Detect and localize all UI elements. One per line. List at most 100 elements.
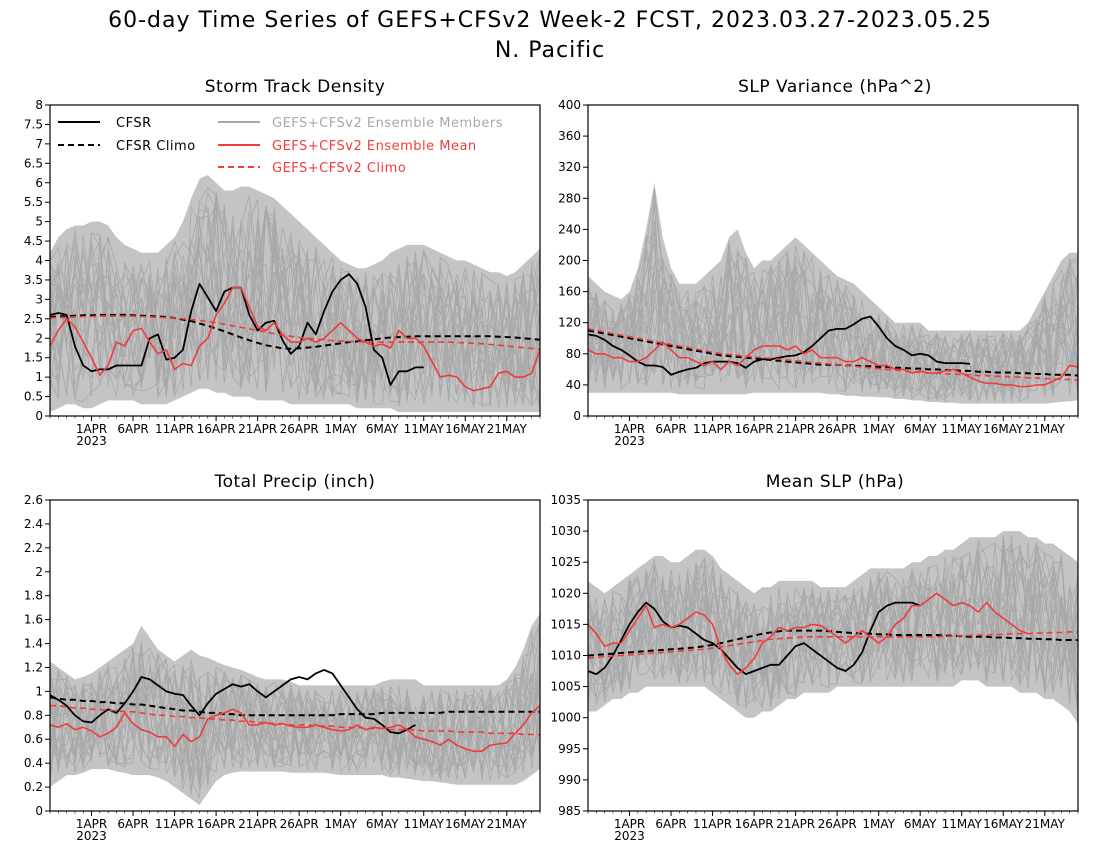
- x-tick-label: 6APR: [117, 422, 148, 436]
- y-tick-label: 1: [35, 684, 43, 698]
- ensemble-member-line: [588, 549, 1078, 694]
- x-tick-label: 16APR: [197, 817, 236, 831]
- series-cfsr-climo: [588, 629, 1078, 657]
- ensemble-member-line: [50, 200, 540, 408]
- x-tick-label: 6MAY: [366, 422, 399, 436]
- y-tick-label: 1.2: [24, 660, 43, 674]
- series-cfsr: [588, 601, 921, 676]
- x-tick-label: 1APR: [614, 422, 645, 436]
- x-tick-label: 11MAY: [404, 422, 445, 436]
- y-tick-label: 2: [35, 331, 43, 345]
- legend: CFSR CFSR Climo GEFS+CFSv2 Ensemble Memb…: [58, 116, 502, 176]
- ensemble-member-line: [588, 542, 1078, 690]
- ensemble-member-line: [50, 187, 540, 405]
- ensemble-member-line: [588, 241, 1078, 403]
- y-tick-label: 1035: [550, 493, 581, 507]
- ensemble-member-line: [50, 199, 540, 406]
- ensemble-member-line: [50, 654, 540, 774]
- y-tick-label: 995: [558, 742, 581, 756]
- x-tick-label: 11APR: [155, 817, 194, 831]
- y-tick-label: 2.5: [24, 312, 43, 326]
- y-tick-label: 7: [35, 137, 43, 151]
- series-gefs-cfsv2-climo: [50, 704, 540, 736]
- legend-label-gefs-climo: GEFS+CFSv2 Climo: [272, 161, 406, 176]
- ensemble-member-line: [50, 215, 540, 408]
- y-tick-label: 360: [558, 129, 581, 143]
- panel-title-meanslp: Mean SLP (hPa): [766, 472, 905, 492]
- y-tick-label: 2.2: [24, 541, 43, 555]
- y-tick-label: 1025: [550, 555, 581, 569]
- series-cfsr-climo: [588, 329, 1078, 377]
- y-tick-label: 0: [35, 804, 43, 818]
- x-tick-label: 11APR: [155, 422, 194, 436]
- ensemble-member-line: [50, 630, 540, 778]
- ensemble-member-line: [50, 667, 540, 798]
- x-tick-label: 6APR: [117, 817, 148, 831]
- x-tick-label: 1APR: [76, 422, 107, 436]
- ensemble-member-line: [588, 537, 1078, 699]
- x-tick-label: 11MAY: [942, 422, 983, 436]
- x-tick-label: 1MAY: [862, 817, 895, 831]
- ensemble-member-line: [50, 205, 540, 400]
- legend-label-cfsr: CFSR: [116, 116, 152, 131]
- ensemble-member-line: [50, 666, 540, 779]
- x-tick-label: 21MAY: [487, 817, 528, 831]
- y-tick-label: 120: [558, 316, 581, 330]
- y-tick-label: 0.2: [24, 780, 43, 794]
- series-gefs-cfsv2-climo: [50, 315, 540, 350]
- panel-total-precip: Total Precip (inch) 0 0.2 0.4 0.6 0.8 1 1.2 1.4…: [24, 472, 541, 843]
- ensemble-member-line: [588, 542, 1078, 713]
- ensemble-member-line: [50, 210, 540, 408]
- y-tick-label: 0: [573, 409, 581, 423]
- ensemble-member-line: [588, 258, 1078, 401]
- ensemble-member-line: [588, 250, 1078, 400]
- x-tick-label: 16MAY: [983, 422, 1024, 436]
- ensemble-member-line: [50, 217, 540, 400]
- y-tick-label: 985: [558, 804, 581, 818]
- y-tick-label: 200: [558, 254, 581, 268]
- y-tick-label: 1000: [550, 711, 581, 725]
- x-tick-label: 16APR: [197, 422, 236, 436]
- y-tick-label: 2: [35, 565, 43, 579]
- x-tick-label: 11MAY: [404, 817, 445, 831]
- y-tick-label: 240: [558, 222, 581, 236]
- series-gefs-cfsv2-ensemble-mean: [50, 286, 540, 392]
- y-tick-label: 3: [35, 292, 43, 306]
- y-tick-label: 1005: [550, 680, 581, 694]
- x-tick-label: 11MAY: [942, 817, 983, 831]
- y-tick-label: 990: [558, 773, 581, 787]
- x-tick-label: 16MAY: [445, 817, 486, 831]
- x-year-label: 2023: [76, 829, 107, 843]
- x-tick-label: 21MAY: [1025, 817, 1066, 831]
- x-tick-label: 21APR: [238, 422, 277, 436]
- y-tick-label: 40: [566, 378, 581, 392]
- x-tick-label: 11APR: [693, 422, 732, 436]
- y-tick-label: 80: [566, 347, 581, 361]
- x-tick-label: 6MAY: [904, 817, 937, 831]
- series-gefs-cfsv2-ensemble-mean: [588, 592, 1029, 675]
- y-tick-label: 1.4: [24, 637, 43, 651]
- plot-frame: [49, 499, 541, 812]
- ensemble-member-line: [50, 667, 540, 785]
- ensemble-member-line: [588, 542, 1078, 698]
- series-gefs-cfsv2-climo: [588, 631, 1078, 659]
- x-tick-label: 6APR: [655, 422, 686, 436]
- y-tick-label: 8: [35, 98, 43, 112]
- x-tick-label: 16MAY: [445, 422, 486, 436]
- panel-mean-slp: Mean SLP (hPa) 985 990 995 1000 1005 1010 1015…: [550, 472, 1079, 843]
- y-tick-label: 6.5: [24, 156, 43, 170]
- panel-title-slpvar: SLP Variance (hPa^2): [738, 77, 932, 97]
- x-tick-label: 6MAY: [366, 817, 399, 831]
- x-tick-label: 16APR: [735, 422, 774, 436]
- ensemble-member-line: [588, 220, 1078, 399]
- x-tick-label: 21APR: [238, 817, 277, 831]
- ensemble-member-line: [588, 558, 1078, 710]
- y-tick-label: 7.5: [24, 117, 43, 131]
- y-tick-label: 2.4: [24, 517, 43, 531]
- y-tick-label: 2.6: [24, 493, 43, 507]
- panel-title-precip: Total Precip (inch): [214, 472, 376, 492]
- y-tick-label: 1030: [550, 524, 581, 538]
- y-tick-label: 160: [558, 285, 581, 299]
- ensemble-member-line: [588, 541, 1078, 705]
- y-tick-label: 0: [35, 409, 43, 423]
